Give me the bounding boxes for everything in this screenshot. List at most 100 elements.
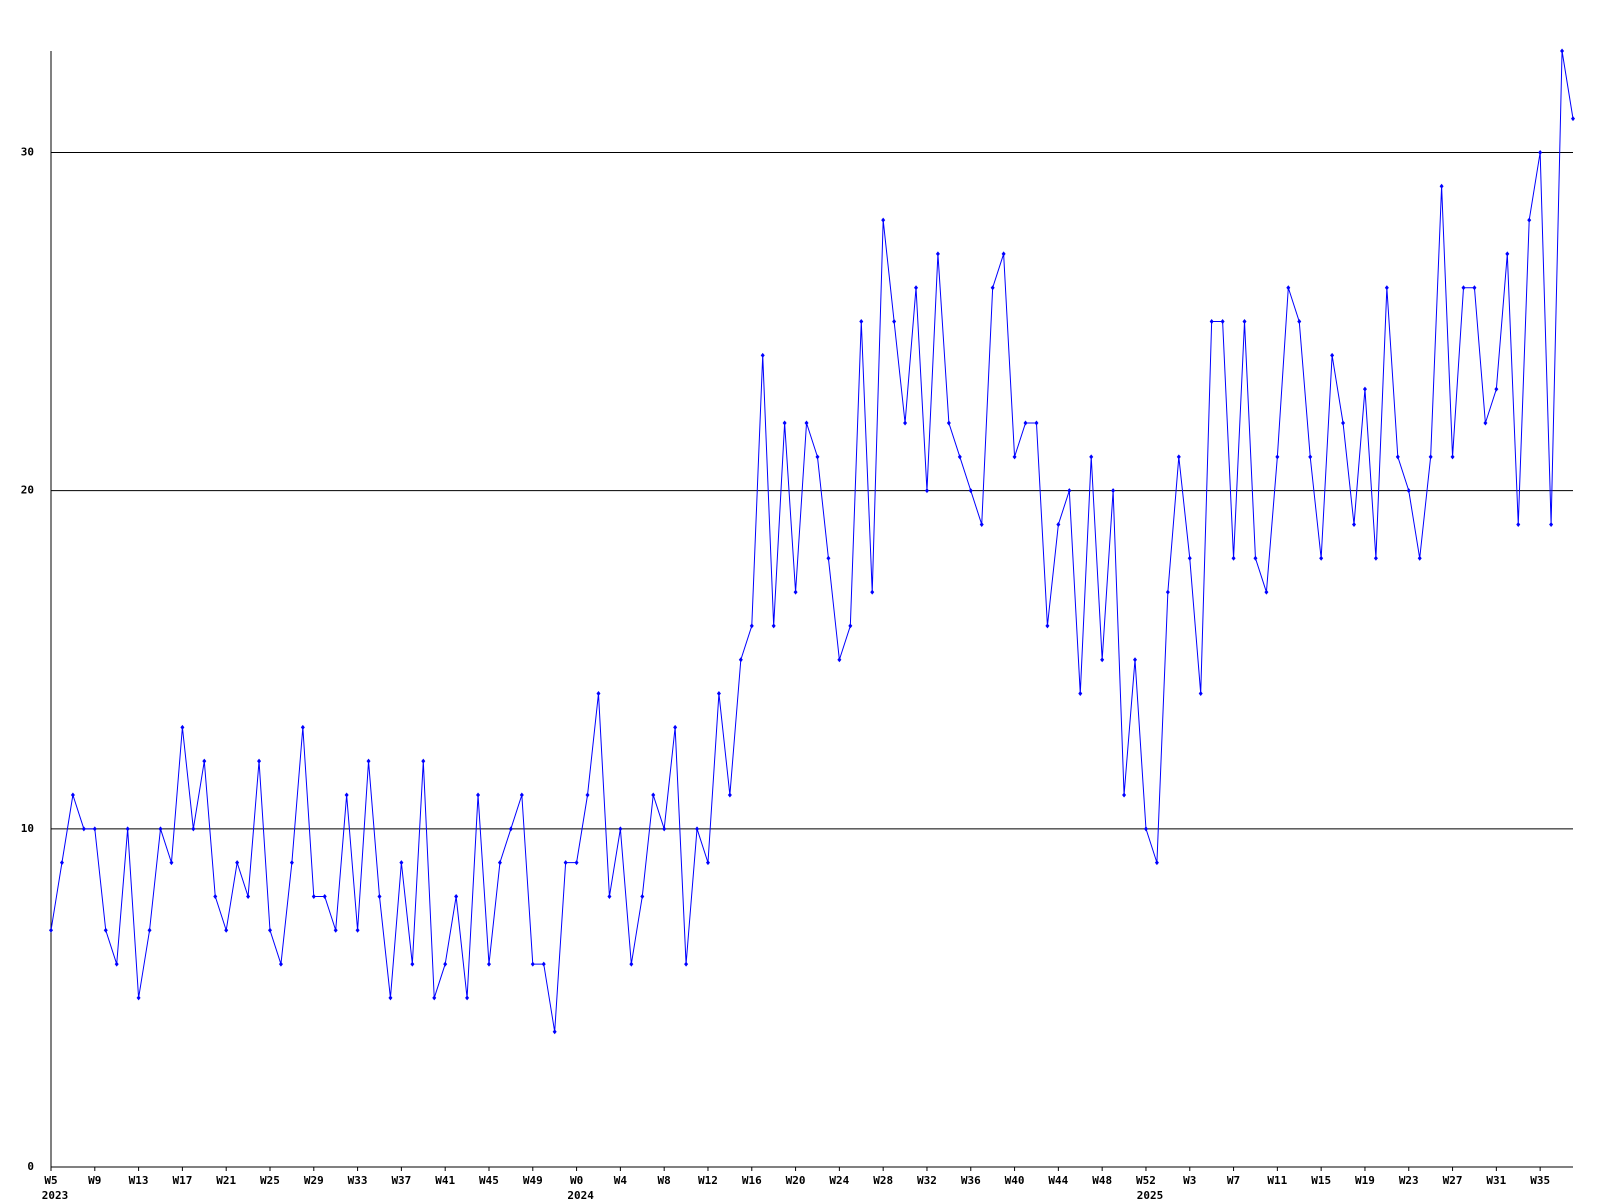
year-label: 2025 (1137, 1189, 1164, 1200)
x-tick-label: W31 (1486, 1174, 1506, 1187)
data-point (158, 826, 163, 832)
x-tick-label: W21 (216, 1174, 236, 1187)
data-point (1187, 555, 1192, 561)
data-point (924, 488, 929, 494)
data-point (1275, 454, 1280, 460)
data-point (1111, 488, 1116, 494)
data-point (979, 521, 984, 527)
data-point (596, 691, 601, 697)
data-point (1330, 352, 1335, 358)
data-point (257, 758, 262, 764)
data-point (410, 961, 415, 967)
data-point (1373, 555, 1378, 561)
data-point (235, 860, 240, 866)
data-point (1527, 217, 1532, 223)
data-point (180, 724, 185, 730)
data-point (1143, 826, 1148, 832)
data-point (815, 454, 820, 460)
data-point (1319, 555, 1324, 561)
data-point (1165, 589, 1170, 595)
data-point (1264, 589, 1269, 595)
data-point (1198, 691, 1203, 697)
data-point (848, 623, 853, 629)
x-tick-label: W45 (479, 1174, 499, 1187)
data-point (103, 927, 108, 933)
x-tick-label: W16 (742, 1174, 762, 1187)
data-point (1056, 521, 1061, 527)
data-point (651, 792, 656, 798)
data-point (1472, 285, 1477, 291)
data-point (957, 454, 962, 460)
data-point (760, 352, 765, 358)
data-point (1308, 454, 1313, 460)
data-point (191, 826, 196, 832)
data-point (486, 961, 491, 967)
data-point (903, 420, 908, 426)
x-tick-label: W11 (1267, 1174, 1287, 1187)
data-point (1461, 285, 1466, 291)
x-tick-label: W37 (391, 1174, 411, 1187)
data-point (213, 893, 218, 899)
data-point (837, 657, 842, 663)
data-point (377, 893, 382, 899)
data-point (497, 860, 502, 866)
data-point (1494, 386, 1499, 392)
data-point (1209, 319, 1214, 325)
data-point (454, 893, 459, 899)
data-point (169, 860, 174, 866)
data-point (114, 961, 119, 967)
data-point (147, 927, 152, 933)
x-tick-label: W12 (698, 1174, 718, 1187)
data-point (1384, 285, 1389, 291)
data-point (640, 893, 645, 899)
y-tick-label: 0 (27, 1160, 34, 1173)
x-tick-label: W40 (1005, 1174, 1025, 1187)
year-label: 2023 (42, 1189, 69, 1200)
data-point (914, 285, 919, 291)
data-point (968, 488, 973, 494)
data-point (1297, 319, 1302, 325)
y-tick-label: 10 (21, 822, 34, 835)
x-tick-label: W9 (88, 1174, 101, 1187)
data-point (727, 792, 732, 798)
data-point (892, 319, 897, 325)
data-point (541, 961, 546, 967)
x-tick-label: W36 (961, 1174, 981, 1187)
data-point (804, 420, 809, 426)
data-point (1560, 48, 1565, 54)
x-tick-label: W41 (435, 1174, 455, 1187)
data-point (673, 724, 678, 730)
data-point (1078, 691, 1083, 697)
data-point (322, 893, 327, 899)
y-tick-label: 30 (21, 145, 34, 158)
x-tick-label: W33 (348, 1174, 368, 1187)
x-tick-label: W32 (917, 1174, 937, 1187)
data-point (465, 995, 470, 1001)
data-point (355, 927, 360, 933)
x-tick-label: W13 (129, 1174, 149, 1187)
data-point (563, 860, 568, 866)
data-point (1439, 183, 1444, 189)
x-tick-label: W49 (523, 1174, 543, 1187)
data-point (289, 860, 294, 866)
x-tick-label: W27 (1443, 1174, 1463, 1187)
x-tick-label: W8 (658, 1174, 671, 1187)
data-point (1450, 454, 1455, 460)
data-point (662, 826, 667, 832)
data-point (1352, 521, 1357, 527)
data-point (990, 285, 995, 291)
x-tick-label: W0 (570, 1174, 583, 1187)
data-point (705, 860, 710, 866)
data-point (881, 217, 886, 223)
data-point (1001, 251, 1006, 257)
data-point (366, 758, 371, 764)
x-tick-label: W15 (1311, 1174, 1331, 1187)
data-point (59, 860, 64, 866)
data-point (49, 927, 53, 933)
data-point (1154, 860, 1159, 866)
x-tick-label: W23 (1399, 1174, 1419, 1187)
data-point (81, 826, 86, 832)
x-tick-label: W4 (614, 1174, 628, 1187)
data-point (574, 860, 579, 866)
data-point (684, 961, 689, 967)
